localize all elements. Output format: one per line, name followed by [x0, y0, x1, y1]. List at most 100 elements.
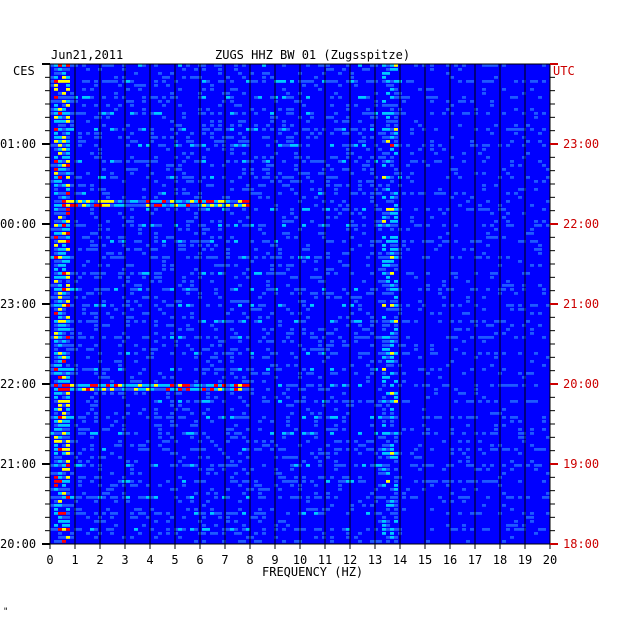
- heatmap-cell: [158, 432, 162, 435]
- heatmap-cell: [394, 256, 398, 259]
- heatmap-cell: [94, 248, 98, 251]
- heatmap-cell: [366, 496, 370, 499]
- heatmap-cell: [190, 500, 194, 503]
- heatmap-cell: [478, 440, 482, 443]
- heatmap-cell: [206, 240, 210, 243]
- heatmap-cell: [142, 348, 146, 351]
- heatmap-cell: [58, 200, 62, 203]
- heatmap-cell: [318, 276, 322, 279]
- heatmap-cell: [82, 492, 86, 495]
- heatmap-cell: [226, 456, 230, 459]
- heatmap-cell: [66, 272, 70, 275]
- heatmap-cell: [66, 156, 70, 159]
- heatmap-cell: [478, 240, 482, 243]
- heatmap-cell: [326, 428, 330, 431]
- heatmap-cell: [118, 212, 122, 215]
- heatmap-cell: [310, 112, 314, 115]
- heatmap-cell: [54, 380, 58, 383]
- heatmap-cell: [50, 504, 54, 507]
- heatmap-cell: [90, 348, 94, 351]
- x-tick-label: 2: [96, 553, 104, 567]
- heatmap-cell: [386, 256, 390, 259]
- heatmap-cell: [102, 456, 106, 459]
- heatmap-cell: [326, 452, 330, 455]
- heatmap-cell: [210, 88, 214, 91]
- heatmap-cell: [178, 300, 182, 303]
- heatmap-cell: [210, 464, 214, 467]
- heatmap-cell: [90, 480, 94, 483]
- heatmap-cell: [370, 200, 374, 203]
- heatmap-cell: [394, 192, 398, 195]
- heatmap-cell: [226, 96, 230, 99]
- heatmap-cell: [546, 472, 550, 475]
- heatmap-cell: [138, 224, 142, 227]
- heatmap-cell: [490, 364, 494, 367]
- heatmap-cell: [378, 540, 382, 543]
- heatmap-cell: [274, 536, 278, 539]
- heatmap-cell: [438, 288, 442, 291]
- heatmap-cell: [390, 308, 394, 311]
- heatmap-cell: [202, 372, 206, 375]
- heatmap-cell: [290, 484, 294, 487]
- heatmap-cell: [402, 100, 406, 103]
- heatmap-cell: [342, 476, 346, 479]
- heatmap-cell: [330, 176, 334, 179]
- heatmap-cell: [434, 480, 438, 483]
- heatmap-cell: [494, 220, 498, 223]
- heatmap-cell: [78, 288, 82, 291]
- heatmap-cell: [286, 108, 290, 111]
- heatmap-cell: [246, 216, 250, 219]
- heatmap-cell: [382, 156, 386, 159]
- heatmap-cell: [262, 176, 266, 179]
- heatmap-cell: [254, 440, 258, 443]
- heatmap-cell: [226, 204, 230, 207]
- heatmap-cell: [94, 84, 98, 87]
- heatmap-cell: [102, 392, 106, 395]
- heatmap-cell: [450, 492, 454, 495]
- heatmap-cell: [262, 156, 266, 159]
- heatmap-cell: [174, 532, 178, 535]
- heatmap-cell: [510, 140, 514, 143]
- heatmap-cell: [154, 80, 158, 83]
- heatmap-cell: [74, 64, 78, 67]
- heatmap-cell: [158, 532, 162, 535]
- heatmap-cell: [94, 432, 98, 435]
- heatmap-cell: [250, 192, 254, 195]
- heatmap-cell: [210, 512, 214, 515]
- heatmap-cell: [70, 100, 74, 103]
- heatmap-cell: [406, 96, 410, 99]
- heatmap-cell: [430, 448, 434, 451]
- heatmap-cell: [106, 312, 110, 315]
- heatmap-cell: [206, 500, 210, 503]
- heatmap-cell: [446, 336, 450, 339]
- heatmap-cell: [66, 344, 70, 347]
- heatmap-cell: [166, 528, 170, 531]
- heatmap-cell: [66, 280, 70, 283]
- heatmap-cell: [186, 304, 190, 307]
- heatmap-cell: [386, 320, 390, 323]
- heatmap-cell: [510, 96, 514, 99]
- heatmap-cell: [522, 144, 526, 147]
- heatmap-cell: [394, 280, 398, 283]
- heatmap-cell: [494, 76, 498, 79]
- heatmap-cell: [518, 496, 522, 499]
- heatmap-cell: [326, 208, 330, 211]
- heatmap-cell: [62, 332, 66, 335]
- heatmap-cell: [62, 372, 66, 375]
- heatmap-cell: [490, 100, 494, 103]
- heatmap-cell: [230, 416, 234, 419]
- heatmap-cell: [410, 464, 414, 467]
- heatmap-cell: [374, 112, 378, 115]
- heatmap-cell: [282, 448, 286, 451]
- heatmap-cell: [294, 464, 298, 467]
- heatmap-cell: [118, 456, 122, 459]
- heatmap-cell: [374, 512, 378, 515]
- heatmap-cell: [286, 144, 290, 147]
- heatmap-cell: [422, 256, 426, 259]
- heatmap-cell: [138, 240, 142, 243]
- heatmap-cell: [142, 108, 146, 111]
- heatmap-cell: [410, 128, 414, 131]
- heatmap-cell: [230, 152, 234, 155]
- heatmap-cell: [90, 496, 94, 499]
- heatmap-cell: [314, 528, 318, 531]
